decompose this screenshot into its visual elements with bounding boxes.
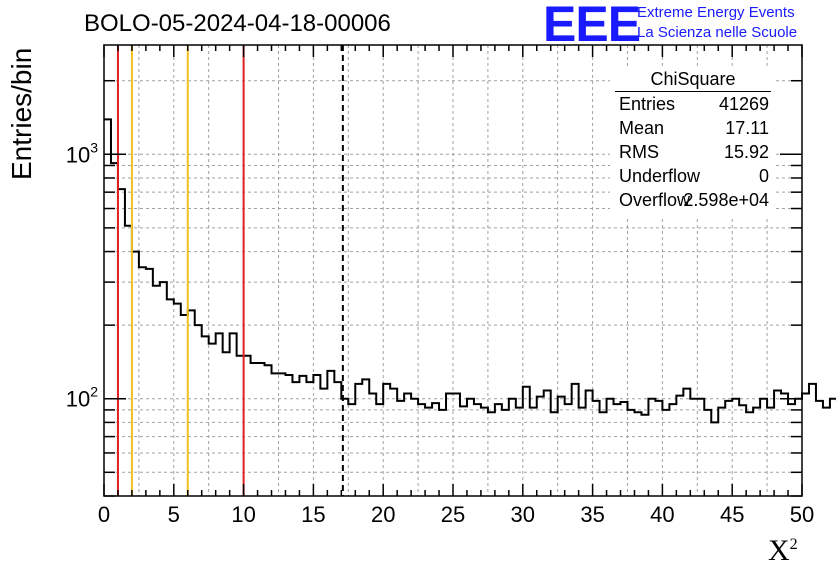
stats-value: 17.11	[725, 118, 769, 138]
stats-row: Entries 41269	[611, 92, 775, 116]
x-axis-label-exponent: 2	[789, 536, 798, 553]
stats-value: 0	[758, 166, 769, 186]
x-tick-label: 35	[580, 502, 604, 527]
stats-divider	[615, 91, 771, 92]
y-tick-label: 103	[66, 139, 98, 167]
x-tick-label: 45	[720, 502, 744, 527]
x-tick-label: 20	[371, 502, 395, 527]
stats-row: Overflow 2.598e+04	[611, 188, 775, 212]
x-tick-label: 5	[168, 502, 180, 527]
eee-logo: EEE	[543, 0, 641, 52]
stats-title: ChiSquare	[650, 69, 736, 89]
stats-value: 15.92	[723, 142, 769, 162]
stats-label: Entries	[619, 94, 676, 114]
x-tick-label: 10	[231, 502, 255, 527]
stats-label: RMS	[619, 142, 659, 162]
x-axis-label: X2	[768, 534, 798, 568]
stats-label: Overflow	[619, 190, 691, 210]
stats-label: Mean	[619, 118, 665, 138]
histogram-outline	[104, 118, 836, 424]
logo-line-1: Extreme Energy Events	[637, 4, 795, 21]
chart-title: BOLO-05-2024-04-18-00006	[84, 10, 391, 37]
stats-value: 41269	[718, 94, 769, 114]
x-tick-label: 30	[511, 502, 535, 527]
x-tick-label: 15	[301, 502, 325, 527]
logo-line-2: La Scienza nelle Scuole	[637, 24, 798, 41]
stats-box: ChiSquare Entries 41269 Mean 17.11 RMS 1…	[610, 66, 776, 216]
stats-row: Mean 17.11	[611, 116, 775, 140]
x-tick-label: 50	[790, 502, 814, 527]
stats-value: 2.598e+04	[683, 190, 769, 210]
y-tick-label: 102	[66, 384, 98, 412]
stats-label: Underflow	[619, 166, 701, 186]
stats-row: Underflow 0	[611, 164, 775, 188]
stats-row: RMS 15.92	[611, 140, 775, 164]
x-tick-label: 40	[650, 502, 674, 527]
x-tick-label: 25	[441, 502, 465, 527]
y-axis-label: Entries/bin	[6, 47, 37, 180]
x-tick-label: 0	[98, 502, 110, 527]
x-axis-label-base: X	[768, 534, 790, 567]
